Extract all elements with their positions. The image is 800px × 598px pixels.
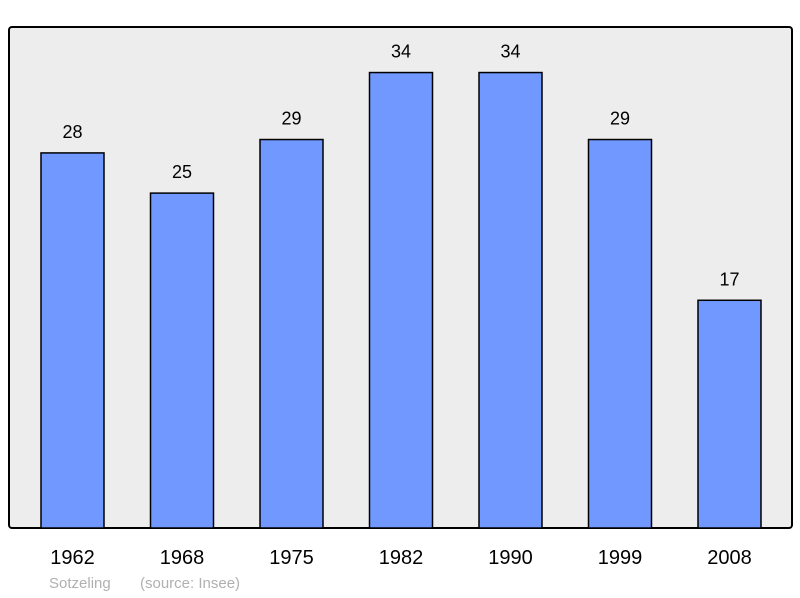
bar-1982 bbox=[368, 71, 434, 529]
data-label-1982: 34 bbox=[391, 42, 411, 62]
x-tick-label-1968: 1968 bbox=[160, 547, 205, 569]
data-label-1999: 29 bbox=[610, 109, 630, 129]
x-tick-label-1975: 1975 bbox=[269, 547, 314, 569]
x-tick-label-1999: 1999 bbox=[598, 547, 643, 569]
data-label-1962: 28 bbox=[62, 122, 82, 142]
x-tick-label-1962: 1962 bbox=[50, 547, 95, 569]
bar-1975 bbox=[259, 138, 324, 529]
data-label-1975: 29 bbox=[281, 109, 301, 129]
bar-1962 bbox=[40, 152, 105, 529]
data-label-1990: 34 bbox=[500, 42, 520, 62]
data-label-2008: 17 bbox=[719, 269, 739, 289]
bar-2008 bbox=[697, 299, 762, 529]
x-tick-label-2008: 2008 bbox=[707, 547, 752, 569]
bar-1990 bbox=[478, 71, 543, 529]
x-tick-label-1990: 1990 bbox=[488, 547, 533, 569]
footer-source: (source: Insee) bbox=[140, 575, 241, 592]
bar-1999 bbox=[587, 138, 653, 529]
x-tick-label-1982: 1982 bbox=[379, 547, 424, 569]
footer-place: Sotzeling bbox=[49, 575, 111, 592]
bar-1968 bbox=[149, 192, 215, 529]
data-label-1968: 25 bbox=[172, 162, 192, 182]
